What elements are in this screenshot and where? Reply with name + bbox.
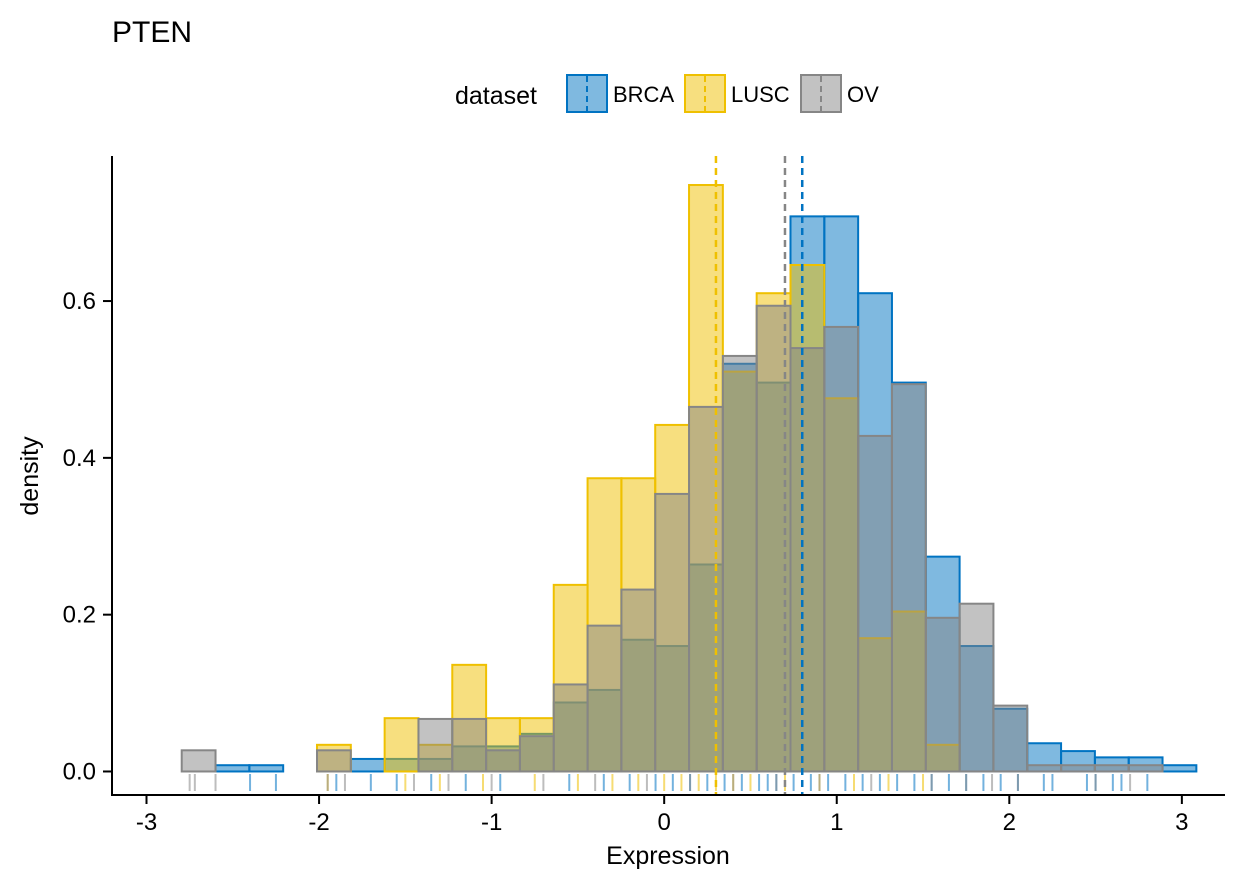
brca-bar [349,757,386,773]
y-tick-label: 0.6 [63,288,96,315]
ov-bar [1093,764,1130,773]
histogram-bars [180,184,1198,773]
x-axis-ticks: -3 -2 -1 0 1 2 3 [136,795,1189,836]
ov-bar [789,347,826,773]
x-tick-label: -1 [481,809,502,836]
x-tick-label: -3 [136,809,157,836]
ov-bar [315,749,352,773]
ov-bar [518,735,555,773]
ov-bar [823,325,860,773]
brca-bar [248,764,285,773]
brca-bar [214,764,251,773]
ov-bar [1026,764,1063,773]
ov-bar [180,749,217,773]
ov-bar [654,492,691,773]
lusc-legend-label: LUSC [731,82,790,107]
legend-title: dataset [455,82,537,110]
ov-bar [586,624,623,773]
x-tick-label: -2 [308,809,329,836]
y-tick-label: 0.0 [63,758,96,785]
y-axis-ticks: 0.0 0.2 0.4 0.6 [63,288,112,785]
legend: dataset BRCA LUSC OV [455,74,879,113]
ov-bar [451,717,488,773]
plot-area [180,156,1198,795]
mean-lines [714,156,804,795]
ov-bar [485,749,521,773]
x-tick-label: 1 [830,809,843,836]
ov-bar [857,434,893,773]
y-tick-label: 0.2 [63,602,96,629]
ov-bar [552,683,589,773]
ov-legend-label: OV [847,82,879,107]
ov-bar [620,588,657,773]
x-tick-label: 3 [1175,809,1188,836]
y-axis-title: density [16,436,44,516]
ov-bar [1060,764,1096,773]
lusc-bar [383,717,420,773]
ov-bar [890,383,927,773]
ov-bar [721,354,758,773]
ov-bar [992,704,1029,773]
x-tick-label: 0 [658,809,671,836]
rug-marks [188,774,1149,791]
ov-bar [958,602,995,773]
ov-bar [688,405,724,773]
chart-title: PTEN [112,16,192,49]
y-tick-label: 0.4 [63,445,96,472]
brca-bar [1161,764,1198,773]
ov-bar [1127,764,1164,773]
ov-bar [417,717,454,773]
brca-legend-label: BRCA [613,82,674,107]
ov-legend-key [800,74,842,113]
x-tick-label: 2 [1003,809,1016,836]
ov-bar [924,616,961,773]
x-axis-title: Expression [606,842,730,870]
